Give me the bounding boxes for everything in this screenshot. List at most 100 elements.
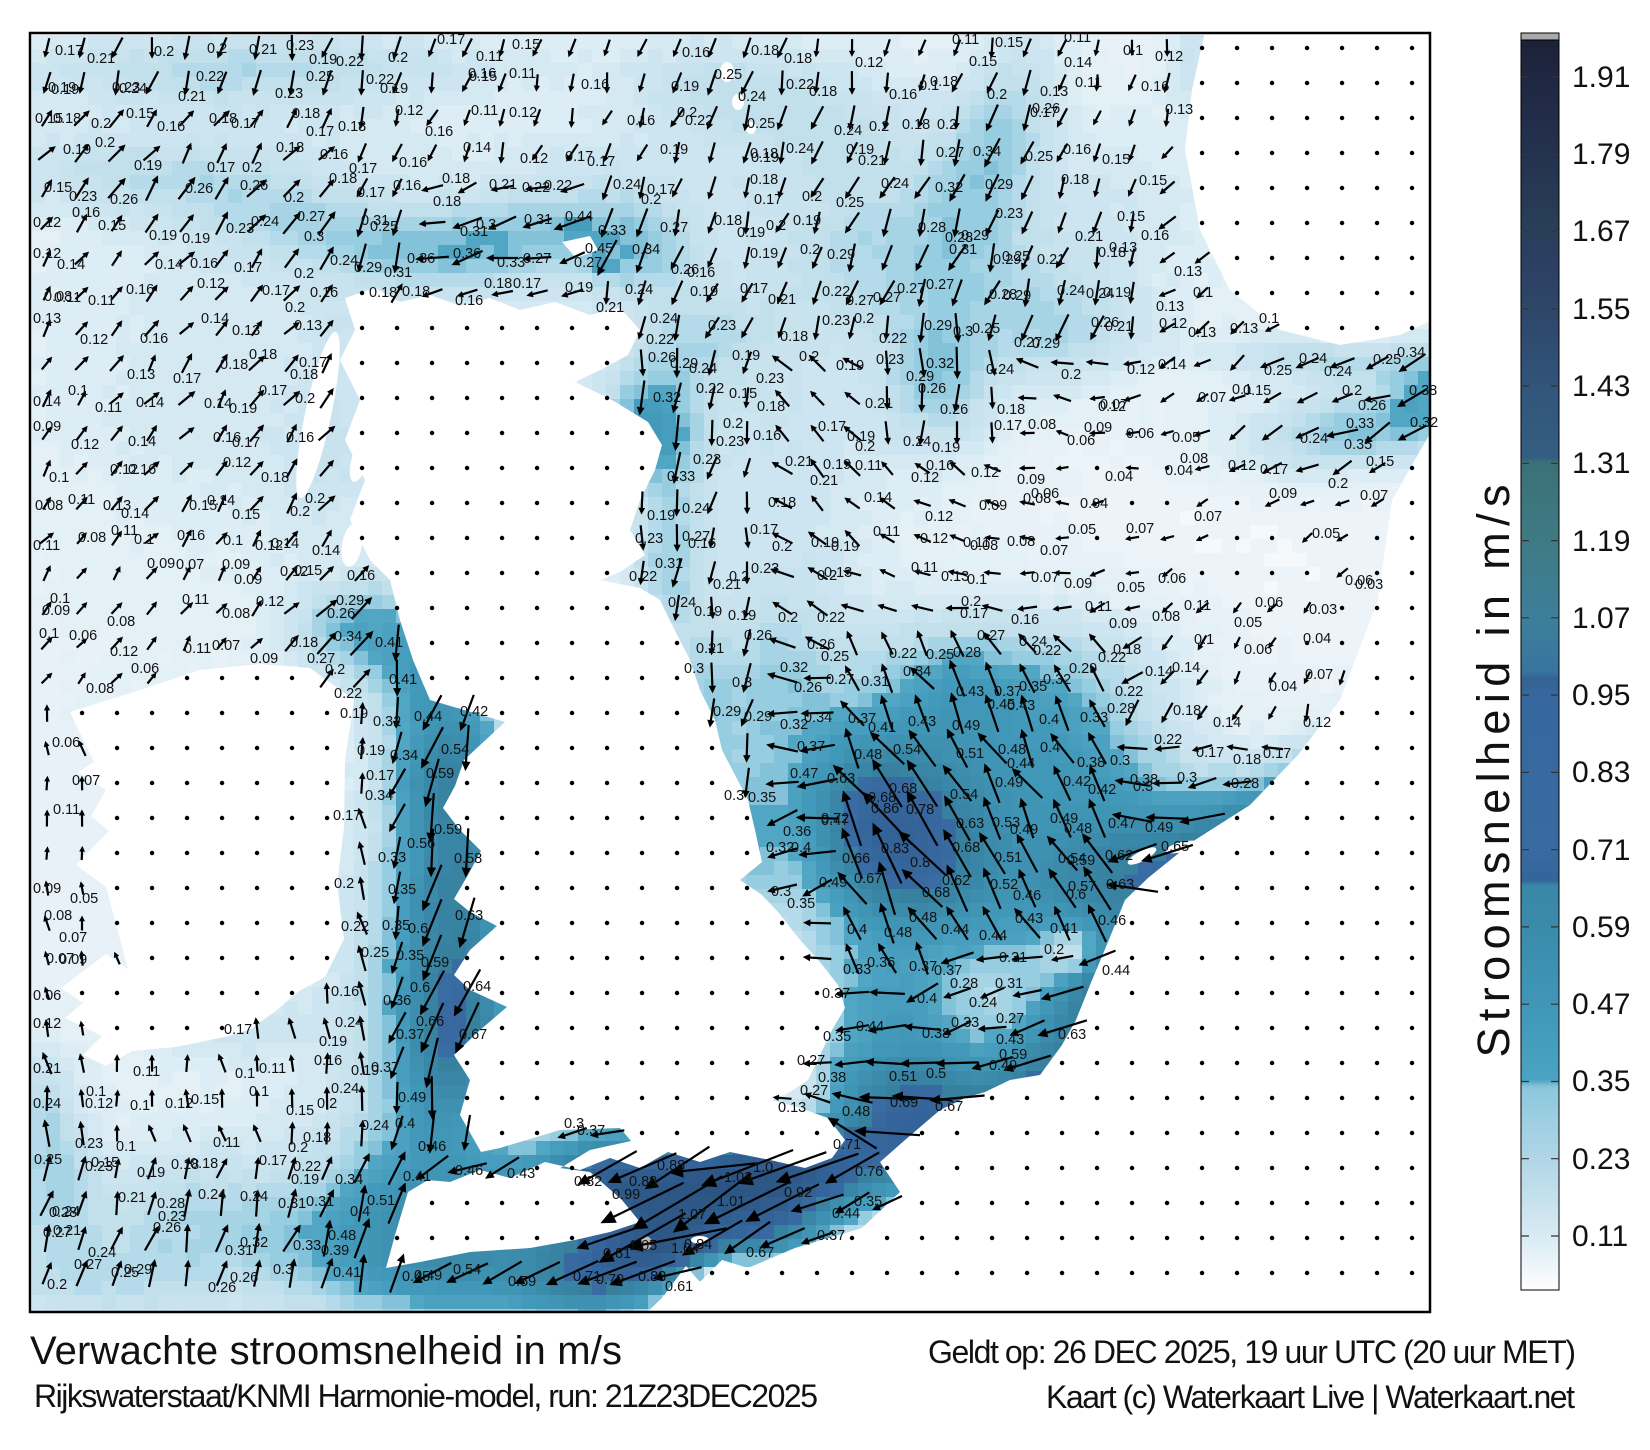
svg-text:0.28: 0.28 [918, 220, 946, 236]
svg-text:0.14: 0.14 [864, 490, 892, 506]
svg-text:0.19: 0.19 [660, 142, 688, 158]
svg-text:0.32: 0.32 [926, 356, 954, 372]
svg-text:0.22: 0.22 [336, 54, 364, 70]
svg-text:0.2: 0.2 [854, 311, 874, 327]
svg-text:0.07: 0.07 [1198, 390, 1226, 406]
svg-text:0.11: 0.11 [476, 49, 503, 65]
svg-text:0.13: 0.13 [232, 323, 260, 339]
svg-text:0.18: 0.18 [997, 402, 1025, 418]
svg-text:0.14: 0.14 [155, 257, 183, 273]
svg-text:0.18: 0.18 [768, 495, 796, 511]
svg-text:0.33: 0.33 [598, 223, 626, 239]
svg-text:0.25: 0.25 [370, 219, 398, 235]
svg-text:0.06: 0.06 [1031, 486, 1059, 502]
svg-text:0.24: 0.24 [689, 361, 717, 377]
svg-text:0.23: 0.23 [716, 434, 744, 450]
svg-text:0.2: 0.2 [207, 41, 227, 57]
svg-text:0.2: 0.2 [869, 119, 889, 135]
svg-text:0.14: 0.14 [128, 434, 156, 450]
svg-text:0.24: 0.24 [682, 501, 710, 517]
svg-text:0.14: 0.14 [33, 394, 61, 410]
svg-text:0.18: 0.18 [751, 43, 779, 59]
svg-text:0.19: 0.19 [732, 348, 760, 364]
svg-text:0.16: 0.16 [1141, 228, 1169, 244]
svg-text:0.24: 0.24 [1299, 351, 1327, 367]
svg-text:0.35: 0.35 [1344, 437, 1372, 453]
svg-text:0.18: 0.18 [750, 172, 778, 188]
svg-text:0.12: 0.12 [509, 105, 537, 121]
svg-text:0.15: 0.15 [126, 106, 154, 122]
svg-text:0.33: 0.33 [667, 469, 695, 485]
svg-text:0.19: 0.19 [793, 213, 821, 229]
svg-text:0.18: 0.18 [809, 84, 837, 100]
svg-text:0.23: 0.23 [822, 313, 850, 329]
svg-text:0.17: 0.17 [306, 124, 334, 140]
svg-text:0.23: 0.23 [226, 221, 254, 237]
svg-text:0.21: 0.21 [249, 42, 277, 58]
svg-text:0.13: 0.13 [33, 311, 61, 327]
svg-text:0.27: 0.27 [297, 209, 325, 225]
svg-text:0.11: 0.11 [855, 458, 882, 474]
svg-text:0.18: 0.18 [261, 470, 289, 486]
svg-text:0.19: 0.19 [229, 401, 257, 417]
svg-text:0.2: 0.2 [284, 190, 304, 206]
svg-text:0.13: 0.13 [1230, 321, 1258, 337]
svg-text:0.13: 0.13 [1040, 84, 1068, 100]
svg-text:0.21: 0.21 [489, 177, 517, 193]
svg-text:0.25: 0.25 [714, 67, 742, 83]
svg-text:0.24: 0.24 [834, 123, 862, 139]
svg-text:0.31: 0.31 [524, 212, 552, 228]
svg-text:0.2: 0.2 [800, 242, 820, 258]
svg-text:0.08: 0.08 [1180, 451, 1208, 467]
svg-text:0.15: 0.15 [469, 69, 497, 85]
svg-text:0.19: 0.19 [149, 228, 177, 244]
svg-text:0.11: 0.11 [1064, 30, 1091, 46]
svg-text:0.14: 0.14 [271, 536, 299, 552]
svg-text:0.16: 0.16 [581, 77, 609, 93]
svg-text:0.18: 0.18 [338, 119, 366, 135]
svg-text:0.2: 0.2 [95, 135, 115, 151]
svg-text:0.16: 0.16 [1063, 142, 1091, 158]
svg-text:0.2: 0.2 [91, 116, 111, 132]
svg-text:0.33: 0.33 [497, 255, 525, 271]
svg-text:0.12: 0.12 [855, 55, 883, 71]
svg-text:0.24: 0.24 [251, 214, 279, 230]
svg-text:0.11: 0.11 [33, 538, 60, 554]
svg-text:0.16: 0.16 [1141, 79, 1169, 95]
svg-text:0.18: 0.18 [369, 285, 397, 301]
svg-text:0.2: 0.2 [1328, 476, 1348, 492]
svg-text:0.15: 0.15 [1243, 383, 1271, 399]
svg-text:0.2: 0.2 [294, 266, 314, 282]
svg-text:0.27: 0.27 [936, 145, 964, 161]
svg-text:0.17: 0.17 [437, 32, 465, 48]
svg-text:0.07: 0.07 [1194, 509, 1222, 525]
svg-text:0.25: 0.25 [1002, 249, 1030, 265]
svg-text:0.09: 0.09 [979, 498, 1007, 514]
svg-text:0.17: 0.17 [994, 418, 1022, 434]
svg-text:0.18: 0.18 [757, 399, 785, 415]
svg-text:0.2: 0.2 [388, 50, 408, 66]
svg-text:0.19: 0.19 [690, 284, 718, 300]
svg-text:0.17: 0.17 [740, 281, 768, 297]
svg-text:0.16: 0.16 [425, 124, 453, 140]
svg-text:0.22: 0.22 [879, 331, 907, 347]
svg-text:0.17: 0.17 [173, 371, 201, 387]
svg-text:0.1: 0.1 [223, 533, 243, 549]
svg-text:0.18: 0.18 [249, 347, 277, 363]
svg-text:0.16: 0.16 [455, 293, 483, 309]
svg-text:0.16: 0.16 [140, 331, 168, 347]
svg-text:0.27: 0.27 [574, 255, 602, 271]
svg-text:0.36: 0.36 [453, 246, 481, 262]
svg-text:0.2: 0.2 [855, 439, 875, 455]
svg-text:0.16: 0.16 [889, 87, 917, 103]
svg-text:0.17: 0.17 [647, 182, 675, 198]
svg-text:0.25: 0.25 [306, 69, 334, 85]
svg-text:0.23: 0.23 [876, 352, 904, 368]
svg-text:0.17: 0.17 [232, 435, 260, 451]
svg-text:0.19: 0.19 [51, 82, 79, 98]
svg-text:0.3: 0.3 [304, 229, 324, 245]
svg-text:0.04: 0.04 [1105, 469, 1133, 485]
svg-text:0.13: 0.13 [1188, 325, 1216, 341]
svg-text:0.16: 0.16 [687, 265, 715, 281]
svg-text:0.12: 0.12 [971, 465, 999, 481]
